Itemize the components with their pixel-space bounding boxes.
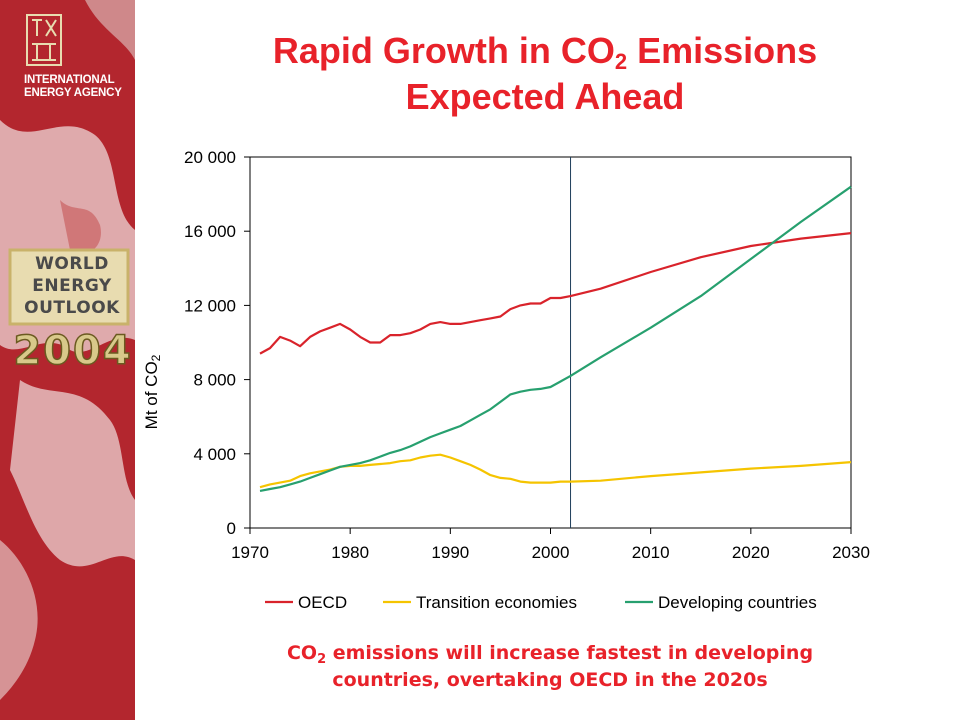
slide-title-line1: Rapid Growth in CO2 Emissions xyxy=(272,30,818,74)
legend-label: OECD xyxy=(298,593,347,612)
y-tick-label: 16 000 xyxy=(184,222,236,241)
agency-name: INTERNATIONAL ENERGY AGENCY xyxy=(24,74,134,100)
y-tick-label: 4 000 xyxy=(193,445,236,464)
slide-caption-line2: countries, overtaking OECD in the 2020s xyxy=(332,669,768,691)
iea-logo-icon xyxy=(26,14,62,66)
slide-title: Rapid Growth in CO2 Emissions Expected A… xyxy=(150,28,940,120)
agency-name-line1: INTERNATIONAL xyxy=(24,74,115,86)
x-tick-label: 1980 xyxy=(331,543,369,562)
series-line-developing-countries xyxy=(259,185,852,492)
series-line-oecd xyxy=(259,232,852,355)
slide-caption: CO2 emissions will increase fastest in d… xyxy=(200,640,900,694)
x-tick-label: 2000 xyxy=(532,543,570,562)
y-tick-label: 20 000 xyxy=(184,148,236,167)
slide-caption-line1: CO2 emissions will increase fastest in d… xyxy=(286,642,814,667)
x-tick-label: 2030 xyxy=(832,543,870,562)
y-tick-label: 8 000 xyxy=(193,371,236,390)
series-line-transition-economies xyxy=(259,453,852,489)
plot-area xyxy=(249,156,852,529)
y-tick-label: 12 000 xyxy=(184,296,236,315)
weo-year: 2004 xyxy=(13,327,133,375)
weo-line-outlook: OUTLOOK xyxy=(24,298,120,318)
y-axis-label: Mt of CO2 xyxy=(142,354,163,429)
co2-emissions-chart: 0 4 000 8 000 12 000 16 000 20 000 1970 1980 19… xyxy=(142,148,870,612)
weo-2004-badge: WORLD ENERGY OUTLOOK 2004 xyxy=(8,248,131,375)
x-tick-label: 1990 xyxy=(431,543,469,562)
slide-title-line2: Expected Ahead xyxy=(405,76,685,117)
legend-label: Transition economies xyxy=(416,593,577,612)
x-tick-label: 1970 xyxy=(231,543,269,562)
agency-name-line2: ENERGY AGENCY xyxy=(24,87,122,99)
sidebar-branding: INTERNATIONAL ENERGY AGENCY WORLD ENERGY… xyxy=(0,0,135,720)
x-tick-label: 2010 xyxy=(632,543,670,562)
y-tick-label: 0 xyxy=(227,519,236,538)
x-tick-label: 2020 xyxy=(732,543,770,562)
weo-line-energy: ENERGY xyxy=(32,276,112,296)
legend-label: Developing countries xyxy=(658,593,817,612)
weo-line-world: WORLD xyxy=(35,254,109,274)
